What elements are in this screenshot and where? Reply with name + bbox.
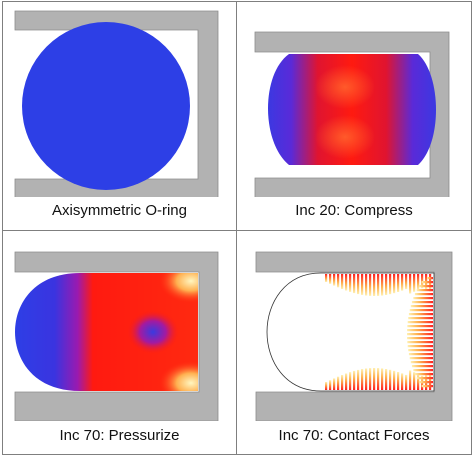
top-contact-force-arrow bbox=[397, 274, 400, 292]
bottom-contact-force-arrow bbox=[357, 369, 360, 390]
top-contact-force-arrow bbox=[393, 274, 396, 294]
wall-contact-force-arrow bbox=[413, 297, 433, 300]
top-contact-force-arrow bbox=[361, 274, 364, 295]
wall-contact-force-arrow bbox=[416, 377, 433, 380]
wall-contact-force-arrow bbox=[411, 301, 433, 304]
bottom-contact-force-arrow bbox=[373, 368, 376, 390]
top-contact-force-arrow bbox=[329, 274, 332, 284]
bottom-contact-force-arrow bbox=[329, 380, 332, 390]
bottom-contact-force-arrow bbox=[365, 368, 368, 390]
wall-contact-force-arrow bbox=[407, 333, 433, 336]
bottom-contact-force-arrow bbox=[325, 382, 328, 390]
wall-contact-force-arrow bbox=[414, 373, 433, 376]
bottom-contact-force-arrow bbox=[393, 370, 396, 390]
wall-contact-force-arrow bbox=[421, 281, 433, 284]
bottom-contact-force-arrow bbox=[417, 374, 420, 390]
o-ring-pressurized-section bbox=[15, 273, 198, 391]
bottom-contact-force-arrow bbox=[361, 369, 364, 390]
bottom-contact-force-arrow bbox=[401, 373, 404, 390]
panel-pressurize: Inc 70: Pressurize bbox=[3, 231, 237, 454]
groove-bracket bbox=[255, 251, 453, 421]
bottom-contact-force-arrow bbox=[389, 369, 392, 390]
wall-contact-force-arrow bbox=[411, 365, 433, 368]
caption-axisymmetric-o-ring: Axisymmetric O-ring bbox=[51, 202, 187, 219]
top-contact-force-arrow bbox=[349, 274, 352, 292]
groove-bracket bbox=[254, 31, 450, 197]
o-ring-compressed-diagram bbox=[254, 31, 450, 197]
wall-contact-force-arrow bbox=[407, 325, 433, 328]
top-contact-force-arrow bbox=[401, 274, 404, 291]
bottom-contact-force-arrow bbox=[353, 370, 356, 390]
top-contact-force-arrow bbox=[337, 274, 340, 288]
bottom-contact-force-arrow bbox=[405, 374, 408, 390]
contact-forces-diagram bbox=[255, 251, 453, 421]
top-contact-force-arrow bbox=[333, 274, 336, 286]
bottom-contact-force-arrow bbox=[341, 375, 344, 390]
wall-contact-force-arrow bbox=[421, 385, 433, 388]
bottom-contact-force-arrow bbox=[413, 372, 416, 390]
bottom-contact-force-arrow bbox=[385, 369, 388, 390]
top-contact-force-arrow bbox=[381, 274, 384, 296]
top-contact-force-arrow bbox=[389, 274, 392, 295]
top-contact-force-arrow bbox=[377, 274, 380, 296]
wall-contact-force-arrow bbox=[407, 329, 433, 332]
wall-contact-force-arrow bbox=[409, 357, 433, 360]
top-contact-force-arrow bbox=[385, 274, 388, 295]
o-ring-pressurized-diagram bbox=[14, 251, 219, 421]
groove-bracket bbox=[14, 251, 219, 421]
panel-contact-forces: Inc 70: Contact Forces bbox=[237, 231, 471, 454]
top-contact-force-arrow bbox=[369, 274, 372, 296]
bottom-contact-force-arrow bbox=[349, 372, 352, 390]
o-ring-compressed-section bbox=[268, 54, 437, 165]
o-ring-outline bbox=[266, 272, 435, 392]
wall-contact-force-arrow bbox=[408, 313, 433, 316]
bottom-contact-force-arrow bbox=[409, 370, 412, 390]
top-contact-force-arrow bbox=[409, 274, 412, 294]
bottom-contact-force-arrow bbox=[377, 368, 380, 390]
top-contact-force-arrow bbox=[405, 274, 408, 290]
bottom-contact-force-arrow bbox=[333, 378, 336, 390]
panel-axisymmetric-o-ring: Axisymmetric O-ring bbox=[3, 2, 237, 231]
top-contact-force-arrow bbox=[417, 274, 420, 290]
top-contact-force-arrow bbox=[345, 274, 348, 291]
caption-contact-forces: Inc 70: Contact Forces bbox=[278, 427, 430, 444]
caption-compress: Inc 20: Compress bbox=[295, 202, 413, 219]
wall-contact-force-arrow bbox=[414, 293, 433, 296]
o-ring-cross-section bbox=[22, 22, 190, 190]
panel-compress: Inc 20: Compress bbox=[237, 2, 471, 231]
top-contact-force-arrow bbox=[357, 274, 360, 295]
wall-contact-force-arrow bbox=[408, 349, 433, 352]
bottom-contact-force-arrow bbox=[397, 372, 400, 390]
wall-contact-force-arrow bbox=[407, 345, 433, 348]
wall-contact-force-arrow bbox=[413, 369, 433, 372]
top-contact-force-arrow bbox=[373, 274, 376, 296]
top-contact-force-arrow bbox=[413, 274, 416, 292]
top-contact-force-arrow bbox=[325, 274, 328, 282]
wall-contact-force-arrow bbox=[410, 305, 433, 308]
top-contact-force-arrow bbox=[341, 274, 344, 289]
wall-contact-force-arrow bbox=[418, 285, 433, 288]
bottom-contact-force-arrow bbox=[345, 373, 348, 390]
wall-contact-force-arrow bbox=[410, 361, 433, 364]
wall-contact-force-arrow bbox=[408, 317, 433, 320]
wall-contact-force-arrow bbox=[416, 289, 433, 292]
wall-contact-force-arrow bbox=[408, 353, 433, 356]
wall-contact-force-arrow bbox=[407, 341, 433, 344]
wall-contact-force-arrow bbox=[418, 381, 433, 384]
wall-contact-force-arrow bbox=[409, 309, 433, 312]
wall-contact-force-arrow bbox=[407, 337, 433, 340]
o-ring-undeformed-diagram bbox=[14, 10, 219, 197]
bottom-contact-force-arrow bbox=[369, 368, 372, 390]
contact-force-vectors bbox=[325, 274, 433, 390]
wall-contact-force-arrow bbox=[407, 321, 433, 324]
wall-contact-force-arrow bbox=[427, 277, 433, 280]
bottom-contact-force-arrow bbox=[337, 376, 340, 390]
caption-pressurize: Inc 70: Pressurize bbox=[59, 427, 180, 444]
bottom-contact-force-arrow bbox=[381, 368, 384, 390]
top-contact-force-arrow bbox=[365, 274, 368, 296]
top-contact-force-arrow bbox=[353, 274, 356, 294]
